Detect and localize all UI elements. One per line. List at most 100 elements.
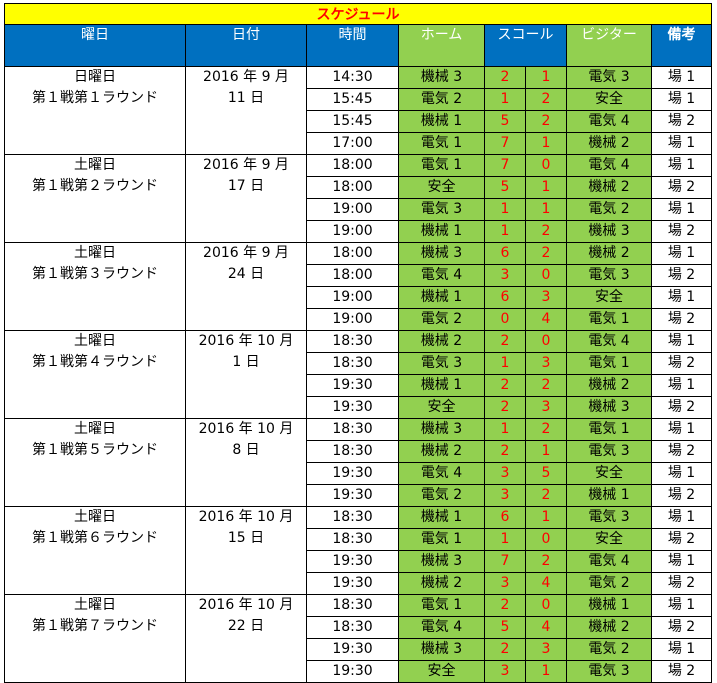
visitor-team-cell[interactable]: 安全: [566, 462, 652, 485]
visitor-team-cell[interactable]: 機械 2: [566, 132, 652, 155]
time-cell[interactable]: 18:00: [306, 264, 399, 287]
home-team-cell[interactable]: 電気 4: [398, 462, 485, 485]
home-score-cell[interactable]: 1: [484, 352, 526, 375]
visitor-team-cell[interactable]: 電気 3: [566, 66, 652, 89]
visitor-score-cell[interactable]: 3: [525, 352, 567, 375]
home-score-cell[interactable]: 5: [484, 176, 526, 199]
home-team-cell[interactable]: 安全: [398, 176, 485, 199]
remarks-cell[interactable]: 場 2: [651, 528, 712, 551]
remarks-cell[interactable]: 場 1: [651, 154, 712, 177]
remarks-cell[interactable]: 場 1: [651, 550, 712, 573]
time-cell[interactable]: 19:30: [306, 638, 399, 661]
time-cell[interactable]: 19:30: [306, 374, 399, 397]
visitor-score-cell[interactable]: 1: [525, 176, 567, 199]
home-score-cell[interactable]: 3: [484, 462, 526, 485]
sheet-title[interactable]: スケジュール: [4, 3, 712, 25]
date-cell[interactable]: 2016 年 9 月 24 日: [185, 242, 307, 331]
visitor-team-cell[interactable]: 電気 3: [566, 660, 652, 683]
home-team-cell[interactable]: 電気 3: [398, 352, 485, 375]
date-cell[interactable]: 2016 年 9 月 11 日: [185, 66, 307, 155]
home-score-cell[interactable]: 2: [484, 638, 526, 661]
visitor-team-cell[interactable]: 電気 4: [566, 330, 652, 353]
visitor-score-cell[interactable]: 0: [525, 154, 567, 177]
date-cell[interactable]: 2016 年 10 月 1 日: [185, 330, 307, 419]
remarks-cell[interactable]: 場 1: [651, 66, 712, 89]
time-cell[interactable]: 19:30: [306, 660, 399, 683]
visitor-score-cell[interactable]: 2: [525, 418, 567, 441]
visitor-score-cell[interactable]: 2: [525, 110, 567, 133]
home-score-cell[interactable]: 5: [484, 616, 526, 639]
round-cell[interactable]: 土曜日 第１戦第７ラウンド: [4, 594, 186, 683]
visitor-team-cell[interactable]: 電気 2: [566, 198, 652, 221]
home-team-cell[interactable]: 機械 1: [398, 110, 485, 133]
visitor-team-cell[interactable]: 電気 4: [566, 550, 652, 573]
home-score-cell[interactable]: 6: [484, 286, 526, 309]
remarks-cell[interactable]: 場 1: [651, 418, 712, 441]
home-score-cell[interactable]: 3: [484, 572, 526, 595]
home-score-cell[interactable]: 2: [484, 66, 526, 89]
visitor-score-cell[interactable]: 1: [525, 660, 567, 683]
visitor-team-cell[interactable]: 電気 4: [566, 154, 652, 177]
home-team-cell[interactable]: 電気 2: [398, 484, 485, 507]
remarks-cell[interactable]: 場 2: [651, 616, 712, 639]
home-team-cell[interactable]: 電気 3: [398, 198, 485, 221]
time-cell[interactable]: 14:30: [306, 66, 399, 89]
home-team-cell[interactable]: 機械 1: [398, 374, 485, 397]
remarks-cell[interactable]: 場 2: [651, 264, 712, 287]
remarks-cell[interactable]: 場 2: [651, 396, 712, 419]
date-cell[interactable]: 2016 年 10 月 15 日: [185, 506, 307, 595]
home-team-cell[interactable]: 機械 2: [398, 440, 485, 463]
visitor-team-cell[interactable]: 機械 1: [566, 484, 652, 507]
time-cell[interactable]: 18:30: [306, 330, 399, 353]
remarks-cell[interactable]: 場 1: [651, 594, 712, 617]
visitor-team-cell[interactable]: 電気 1: [566, 308, 652, 331]
header-weekday[interactable]: 曜日: [4, 24, 186, 67]
home-team-cell[interactable]: 機械 3: [398, 638, 485, 661]
time-cell[interactable]: 15:45: [306, 110, 399, 133]
round-cell[interactable]: 日曜日 第１戦第１ラウンド: [4, 66, 186, 155]
time-cell[interactable]: 18:30: [306, 418, 399, 441]
home-team-cell[interactable]: 電気 1: [398, 594, 485, 617]
home-score-cell[interactable]: 0: [484, 308, 526, 331]
visitor-team-cell[interactable]: 機械 2: [566, 374, 652, 397]
visitor-score-cell[interactable]: 0: [525, 264, 567, 287]
round-cell[interactable]: 土曜日 第１戦第４ラウンド: [4, 330, 186, 419]
visitor-score-cell[interactable]: 4: [525, 616, 567, 639]
visitor-team-cell[interactable]: 電気 1: [566, 352, 652, 375]
time-cell[interactable]: 19:00: [306, 308, 399, 331]
remarks-cell[interactable]: 場 1: [651, 88, 712, 111]
header-remarks[interactable]: 備考: [651, 24, 712, 67]
remarks-cell[interactable]: 場 1: [651, 198, 712, 221]
remarks-cell[interactable]: 場 2: [651, 352, 712, 375]
home-score-cell[interactable]: 1: [484, 528, 526, 551]
header-date[interactable]: 日付: [185, 24, 307, 67]
home-score-cell[interactable]: 5: [484, 110, 526, 133]
visitor-team-cell[interactable]: 電気 3: [566, 440, 652, 463]
home-team-cell[interactable]: 機械 1: [398, 220, 485, 243]
home-score-cell[interactable]: 3: [484, 484, 526, 507]
remarks-cell[interactable]: 場 2: [651, 176, 712, 199]
visitor-score-cell[interactable]: 4: [525, 572, 567, 595]
visitor-team-cell[interactable]: 機械 2: [566, 242, 652, 265]
home-score-cell[interactable]: 2: [484, 440, 526, 463]
visitor-score-cell[interactable]: 1: [525, 66, 567, 89]
visitor-score-cell[interactable]: 4: [525, 308, 567, 331]
remarks-cell[interactable]: 場 2: [651, 660, 712, 683]
visitor-team-cell[interactable]: 機械 3: [566, 220, 652, 243]
remarks-cell[interactable]: 場 1: [651, 330, 712, 353]
home-score-cell[interactable]: 3: [484, 660, 526, 683]
visitor-team-cell[interactable]: 機械 2: [566, 176, 652, 199]
home-score-cell[interactable]: 7: [484, 550, 526, 573]
home-team-cell[interactable]: 電気 1: [398, 132, 485, 155]
remarks-cell[interactable]: 場 2: [651, 572, 712, 595]
round-cell[interactable]: 土曜日 第１戦第６ラウンド: [4, 506, 186, 595]
time-cell[interactable]: 19:30: [306, 484, 399, 507]
home-team-cell[interactable]: 機械 3: [398, 66, 485, 89]
visitor-score-cell[interactable]: 3: [525, 286, 567, 309]
time-cell[interactable]: 18:30: [306, 594, 399, 617]
time-cell[interactable]: 19:00: [306, 286, 399, 309]
home-score-cell[interactable]: 2: [484, 396, 526, 419]
header-score[interactable]: スコール: [484, 24, 567, 67]
time-cell[interactable]: 18:30: [306, 506, 399, 529]
home-team-cell[interactable]: 機械 2: [398, 330, 485, 353]
